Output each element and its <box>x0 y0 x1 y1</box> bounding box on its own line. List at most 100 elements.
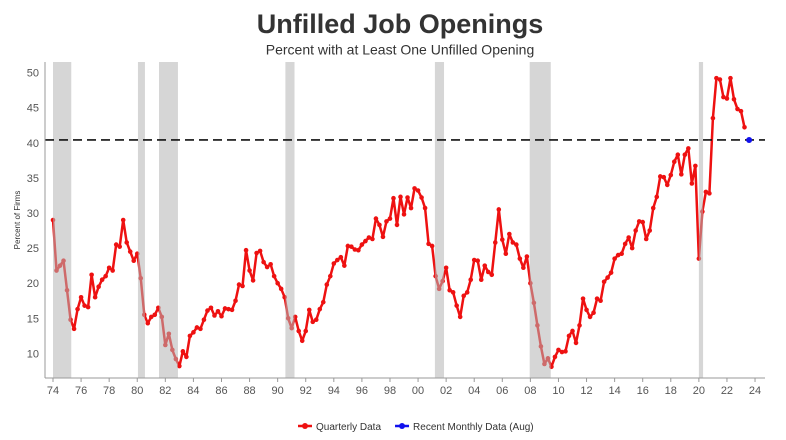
data-point <box>622 241 628 247</box>
data-point <box>380 234 386 240</box>
data-point <box>306 307 312 313</box>
data-point <box>317 306 323 312</box>
x-tick-label: 22 <box>721 385 733 397</box>
data-point <box>177 363 182 369</box>
y-tick-label: 40 <box>27 138 39 150</box>
data-point <box>500 237 505 242</box>
data-point <box>82 303 87 308</box>
data-point <box>482 263 488 268</box>
data-point <box>310 319 316 325</box>
x-tick-label: 04 <box>468 385 480 397</box>
data-point <box>356 247 361 253</box>
data-point <box>471 257 477 263</box>
data-point <box>324 282 330 287</box>
legend-label: Quarterly Data <box>316 422 381 433</box>
data-point <box>75 306 80 312</box>
x-tick-label: 92 <box>300 385 312 397</box>
recession-band <box>434 62 445 378</box>
y-tick-label: 45 <box>27 103 39 115</box>
x-tick-label: 80 <box>131 385 143 397</box>
legend-swatch-dot <box>302 423 308 429</box>
data-point <box>296 328 302 334</box>
data-point <box>689 181 695 186</box>
data-point <box>443 265 449 271</box>
x-tick-label: 24 <box>749 385 761 397</box>
data-point <box>475 258 481 264</box>
data-point <box>212 313 217 318</box>
data-point <box>724 96 730 101</box>
data-point <box>657 174 663 179</box>
data-point <box>370 236 375 242</box>
x-tick-label: 88 <box>243 385 255 397</box>
y-tick-label: 15 <box>27 313 39 325</box>
data-point <box>426 241 431 247</box>
data-point <box>331 261 337 266</box>
data-point <box>250 278 256 283</box>
data-point <box>654 194 660 200</box>
data-point <box>219 313 224 319</box>
data-point <box>461 293 466 299</box>
data-point <box>517 256 523 261</box>
data-point <box>96 284 101 290</box>
data-point <box>671 159 677 165</box>
data-point <box>489 272 495 278</box>
recession-band <box>159 62 178 378</box>
data-point <box>373 216 379 221</box>
data-point <box>243 247 249 253</box>
x-tick-label: 18 <box>665 385 677 397</box>
data-point <box>710 115 716 121</box>
data-point <box>236 282 242 287</box>
data-point <box>570 328 575 334</box>
data-point <box>573 340 579 346</box>
data-point <box>686 146 691 151</box>
data-point <box>110 268 115 273</box>
data-point <box>247 268 252 273</box>
data-point <box>342 263 347 268</box>
legend-label: Recent Monthly Data (Aug) <box>413 422 534 433</box>
data-point <box>731 96 737 102</box>
data-point <box>679 172 684 177</box>
data-point <box>429 243 435 249</box>
data-point <box>661 174 667 180</box>
data-point <box>271 273 277 279</box>
data-point <box>405 195 410 200</box>
data-point <box>633 228 638 233</box>
data-point <box>640 219 646 225</box>
data-point <box>78 294 84 300</box>
data-point <box>71 326 77 332</box>
data-point <box>117 244 122 249</box>
data-point <box>605 275 610 280</box>
data-point <box>668 172 674 178</box>
data-point <box>608 270 614 275</box>
x-tick-label: 20 <box>693 385 705 397</box>
x-tick-label: 12 <box>580 385 592 397</box>
data-point <box>612 256 617 261</box>
data-point <box>464 290 470 295</box>
data-point <box>124 240 130 245</box>
data-point <box>257 248 263 254</box>
data-point <box>198 326 203 332</box>
x-tick-label: 86 <box>215 385 227 397</box>
data-point <box>229 307 235 313</box>
x-tick-label: 90 <box>272 385 284 397</box>
data-point <box>521 265 526 271</box>
data-point <box>398 194 403 200</box>
x-tick-label: 00 <box>412 385 424 397</box>
data-point <box>552 354 558 360</box>
data-point <box>721 94 726 100</box>
data-point <box>313 317 319 323</box>
data-point <box>703 189 709 195</box>
data-point <box>503 251 509 257</box>
x-tick-label: 14 <box>609 385 621 397</box>
data-point <box>184 354 189 360</box>
x-tick-label: 02 <box>440 385 452 397</box>
data-point <box>145 320 151 326</box>
x-tick-label: 76 <box>75 385 87 397</box>
data-point <box>208 305 214 311</box>
data-point <box>320 299 326 305</box>
data-point <box>717 77 723 82</box>
data-point <box>366 235 372 240</box>
y-tick-label: 50 <box>27 68 39 80</box>
x-tick-label: 10 <box>552 385 564 397</box>
data-point <box>201 317 207 323</box>
